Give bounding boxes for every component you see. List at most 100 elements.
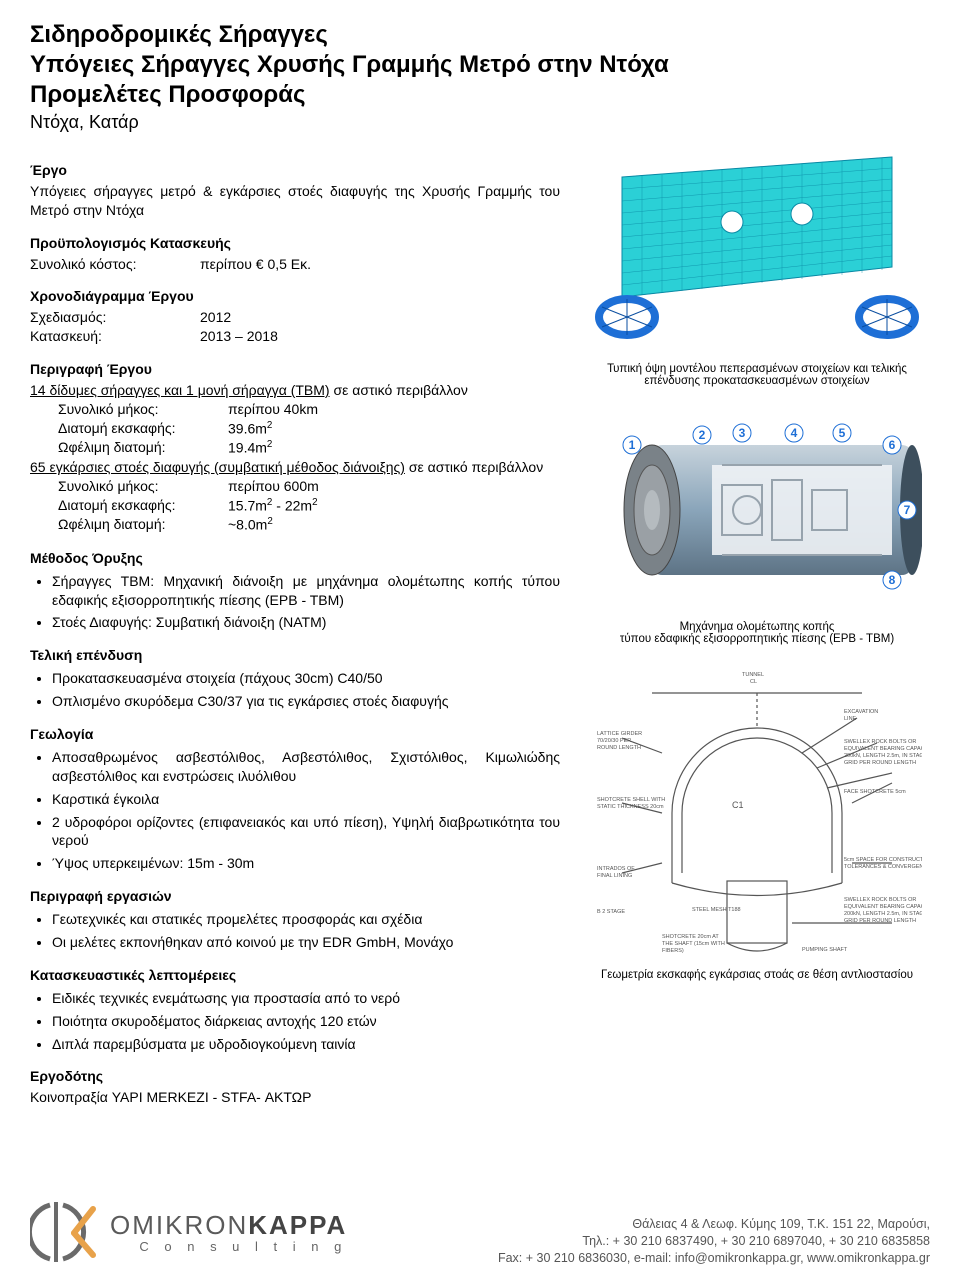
schedule-row-1: Σχεδιασμός: 2012 xyxy=(30,308,560,327)
svg-text:TOLERANCES & CONVERGENCES: TOLERANCES & CONVERGENCES xyxy=(844,864,922,870)
caption-2b: τύπου εδαφικής εξισορροπητικής πίεσης (E… xyxy=(620,633,894,645)
schedule-k2: Κατασκευή: xyxy=(30,327,200,346)
budget-row: Συνολικό κόστος: περίπου € 0,5 Εκ. xyxy=(30,255,560,274)
geology-heading: Γεωλογία xyxy=(30,725,560,744)
title-line-4: Ντόχα, Κατάρ xyxy=(30,112,930,133)
details-heading: Κατασκευαστικές λεπτομέρειες xyxy=(30,966,560,985)
content-columns: Έργο Υπόγειες σήραγγες μετρό & εγκάρσιες… xyxy=(30,147,930,1107)
desc-row-5: Διατομή εκσκαφής:15.7m2 - 22m2 xyxy=(30,496,560,516)
svg-text:EQUIVALENT BEARING CAPACITY: EQUIVALENT BEARING CAPACITY xyxy=(844,746,922,752)
budget-heading: Προϋπολογισμός Κατασκευής xyxy=(30,234,560,253)
desc-l1-u: 14 δίδυμες σήραγγες και 1 μονή σήραγγα (… xyxy=(30,382,330,398)
method-heading: Μέθοδος Όρυξης xyxy=(30,549,560,568)
contact-fax: Fax: + 30 210 6836030, e-mail: info@omik… xyxy=(498,1250,930,1267)
figure-fe-model xyxy=(592,147,922,357)
svg-text:THE SHAFT (15cm WITH: THE SHAFT (15cm WITH xyxy=(662,941,725,947)
svg-text:5cm SPACE FOR CONSTRUCTION: 5cm SPACE FOR CONSTRUCTION xyxy=(844,857,922,863)
svg-text:GRID PER ROUND LENGTH: GRID PER ROUND LENGTH xyxy=(844,760,916,766)
svg-text:4: 4 xyxy=(791,426,798,440)
desc-row-2: Διατομή εκσκαφής:39.6m2 xyxy=(30,419,560,439)
svg-text:SHOTCRETE SHELL WITH: SHOTCRETE SHELL WITH xyxy=(597,797,665,803)
caption-2: Μηχάνημα ολομέτωπης κοπής τύπου εδαφικής… xyxy=(620,621,894,645)
lining-li1: Προκατασκευασμένα στοιχεία (πάχους 30cm)… xyxy=(52,669,560,688)
project-text: Υπόγειες σήραγγες μετρό & εγκάρσιες στοέ… xyxy=(30,182,560,220)
caption-3: Γεωμετρία εκσκαφής εγκάρσιας στοάς σε θέ… xyxy=(601,969,913,981)
svg-text:LINE: LINE xyxy=(844,716,857,722)
desc-l2-u: 65 εγκάρσιες στοές διαφυγής (συμβατική μ… xyxy=(30,459,405,475)
desc-line-2: 65 εγκάρσιες στοές διαφυγής (συμβατική μ… xyxy=(30,458,560,477)
svg-text:EQUIVALENT BEARING CAPACITY: EQUIVALENT BEARING CAPACITY xyxy=(844,904,922,910)
caption-1: Τυπική όψη μοντέλου πεπερασμένων στοιχεί… xyxy=(592,363,922,387)
desc-line-1: 14 δίδυμες σήραγγες και 1 μονή σήραγγα (… xyxy=(30,381,560,400)
svg-text:FINAL LINING: FINAL LINING xyxy=(597,873,632,879)
logo-main: OMIKRON xyxy=(110,1210,248,1240)
svg-text:GRID PER ROUND LENGTH: GRID PER ROUND LENGTH xyxy=(844,918,916,924)
method-list: Σήραγγες ΤΒΜ: Μηχανική διάνοιξη με μηχάν… xyxy=(30,572,560,633)
desc-k4: Συνολικό μήκος: xyxy=(58,477,228,496)
desc-k5: Διατομή εκσκαφής: xyxy=(58,496,228,516)
client-heading: Εργοδότης xyxy=(30,1067,560,1086)
contact-addr: Θάλειας 4 & Λεωφ. Κύμης 109, Τ.Κ. 151 22… xyxy=(498,1216,930,1233)
title-line-3: Προμελέτες Προσφοράς xyxy=(30,80,930,110)
left-column: Έργο Υπόγειες σήραγγες μετρό & εγκάρσιες… xyxy=(30,147,560,1107)
details-li1: Ειδικές τεχνικές ενεμάτωσης για προστασί… xyxy=(52,989,560,1008)
svg-text:CL: CL xyxy=(750,679,757,685)
svg-text:STATIC THICKNESS 20cm: STATIC THICKNESS 20cm xyxy=(597,804,664,810)
works-li1: Γεωτεχνικές και στατικές προμελέτες προσ… xyxy=(52,910,560,929)
geology-li3: 2 υδροφόροι ορίζοντες (επιφανειακός και … xyxy=(52,813,560,851)
svg-text:200kN, LENGTH 2.5m, IN STAGGER: 200kN, LENGTH 2.5m, IN STAGGERED xyxy=(844,911,922,917)
lining-list: Προκατασκευασμένα στοιχεία (πάχους 30cm)… xyxy=(30,669,560,711)
desc-v5: 15.7m2 - 22m2 xyxy=(228,496,318,516)
desc-k3: Ωφέλιμη διατομή: xyxy=(58,438,228,458)
logo-line-2: C o n s u l t i n g xyxy=(110,1239,347,1254)
svg-text:2: 2 xyxy=(699,428,706,442)
details-li3: Διπλά παρεμβύσματα με υδροδιογκούμενη τα… xyxy=(52,1035,560,1054)
logo-text: OMIKRONKAPPA C o n s u l t i n g xyxy=(110,1210,347,1254)
details-list: Ειδικές τεχνικές ενεμάτωσης για προστασί… xyxy=(30,989,560,1054)
svg-text:SWELLEX ROCK BOLTS OR: SWELLEX ROCK BOLTS OR xyxy=(844,739,916,745)
schedule-row-2: Κατασκευή: 2013 – 2018 xyxy=(30,327,560,346)
desc-row-1: Συνολικό μήκος:περίπου 40km xyxy=(30,400,560,419)
project-heading: Έργο xyxy=(30,161,560,180)
logo: OMIKRONKAPPA C o n s u l t i n g xyxy=(30,1197,347,1267)
geology-list: Αποσαθρωμένος ασβεστόλιθος, Ασβεστόλιθος… xyxy=(30,748,560,873)
svg-text:PUMPING SHAFT: PUMPING SHAFT xyxy=(802,947,848,953)
lining-heading: Τελική επένδυση xyxy=(30,646,560,665)
page: Σιδηροδρομικές Σήραγγες Υπόγειες Σήραγγε… xyxy=(0,0,960,1281)
footer: OMIKRONKAPPA C o n s u l t i n g Θάλειας… xyxy=(30,1197,930,1267)
desc-l1b: σε αστικό περιβάλλον xyxy=(330,382,468,398)
svg-text:70/20/30 PER: 70/20/30 PER xyxy=(597,738,631,744)
logo-icon xyxy=(30,1197,100,1267)
svg-text:1: 1 xyxy=(629,438,636,452)
svg-text:B 2 STAGE: B 2 STAGE xyxy=(597,909,625,915)
schedule-v2: 2013 – 2018 xyxy=(200,327,278,346)
title-block: Σιδηροδρομικές Σήραγγες Υπόγειες Σήραγγε… xyxy=(30,20,930,133)
schedule-v1: 2012 xyxy=(200,308,231,327)
svg-text:6: 6 xyxy=(889,438,896,452)
desc-k1: Συνολικό μήκος: xyxy=(58,400,228,419)
svg-text:INTRADOS OF: INTRADOS OF xyxy=(597,866,635,872)
svg-text:ROUND LENGTH: ROUND LENGTH xyxy=(597,745,641,751)
logo-bold: KAPPA xyxy=(248,1210,347,1240)
method-li1: Σήραγγες ΤΒΜ: Μηχανική διάνοιξη με μηχάν… xyxy=(52,572,560,610)
desc-k2: Διατομή εκσκαφής: xyxy=(58,419,228,439)
caption-2a: Μηχάνημα ολομέτωπης κοπής xyxy=(680,621,835,633)
desc-v3: 19.4m2 xyxy=(228,438,272,458)
desc-v2: 39.6m2 xyxy=(228,419,272,439)
logo-line-1: OMIKRONKAPPA xyxy=(110,1210,347,1241)
desc-v4: περίπου 600m xyxy=(228,477,319,496)
desc-row-6: Ωφέλιμη διατομή:~8.0m2 xyxy=(30,515,560,535)
schedule-k1: Σχεδιασμός: xyxy=(30,308,200,327)
title-line-2: Υπόγειες Σήραγγες Χρυσής Γραμμής Μετρό σ… xyxy=(30,50,930,80)
svg-text:FACE SHOTCRETE 5cm: FACE SHOTCRETE 5cm xyxy=(844,789,906,795)
title-line-1: Σιδηροδρομικές Σήραγγες xyxy=(30,20,930,50)
svg-text:7: 7 xyxy=(904,503,911,517)
client-text: Κοινοπραξία YAPI MERKEZI - STFA- ΑΚΤΩΡ xyxy=(30,1088,560,1107)
description-heading: Περιγραφή Έργου xyxy=(30,360,560,379)
svg-text:STEEL MESH T188: STEEL MESH T188 xyxy=(692,907,741,913)
svg-text:SHOTCRETE 20cm AT: SHOTCRETE 20cm AT xyxy=(662,934,719,940)
svg-text:FIBERS): FIBERS) xyxy=(662,948,684,954)
svg-text:3: 3 xyxy=(739,426,746,440)
desc-v6: ~8.0m2 xyxy=(228,515,273,535)
geology-li1: Αποσαθρωμένος ασβεστόλιθος, Ασβεστόλιθος… xyxy=(52,748,560,786)
